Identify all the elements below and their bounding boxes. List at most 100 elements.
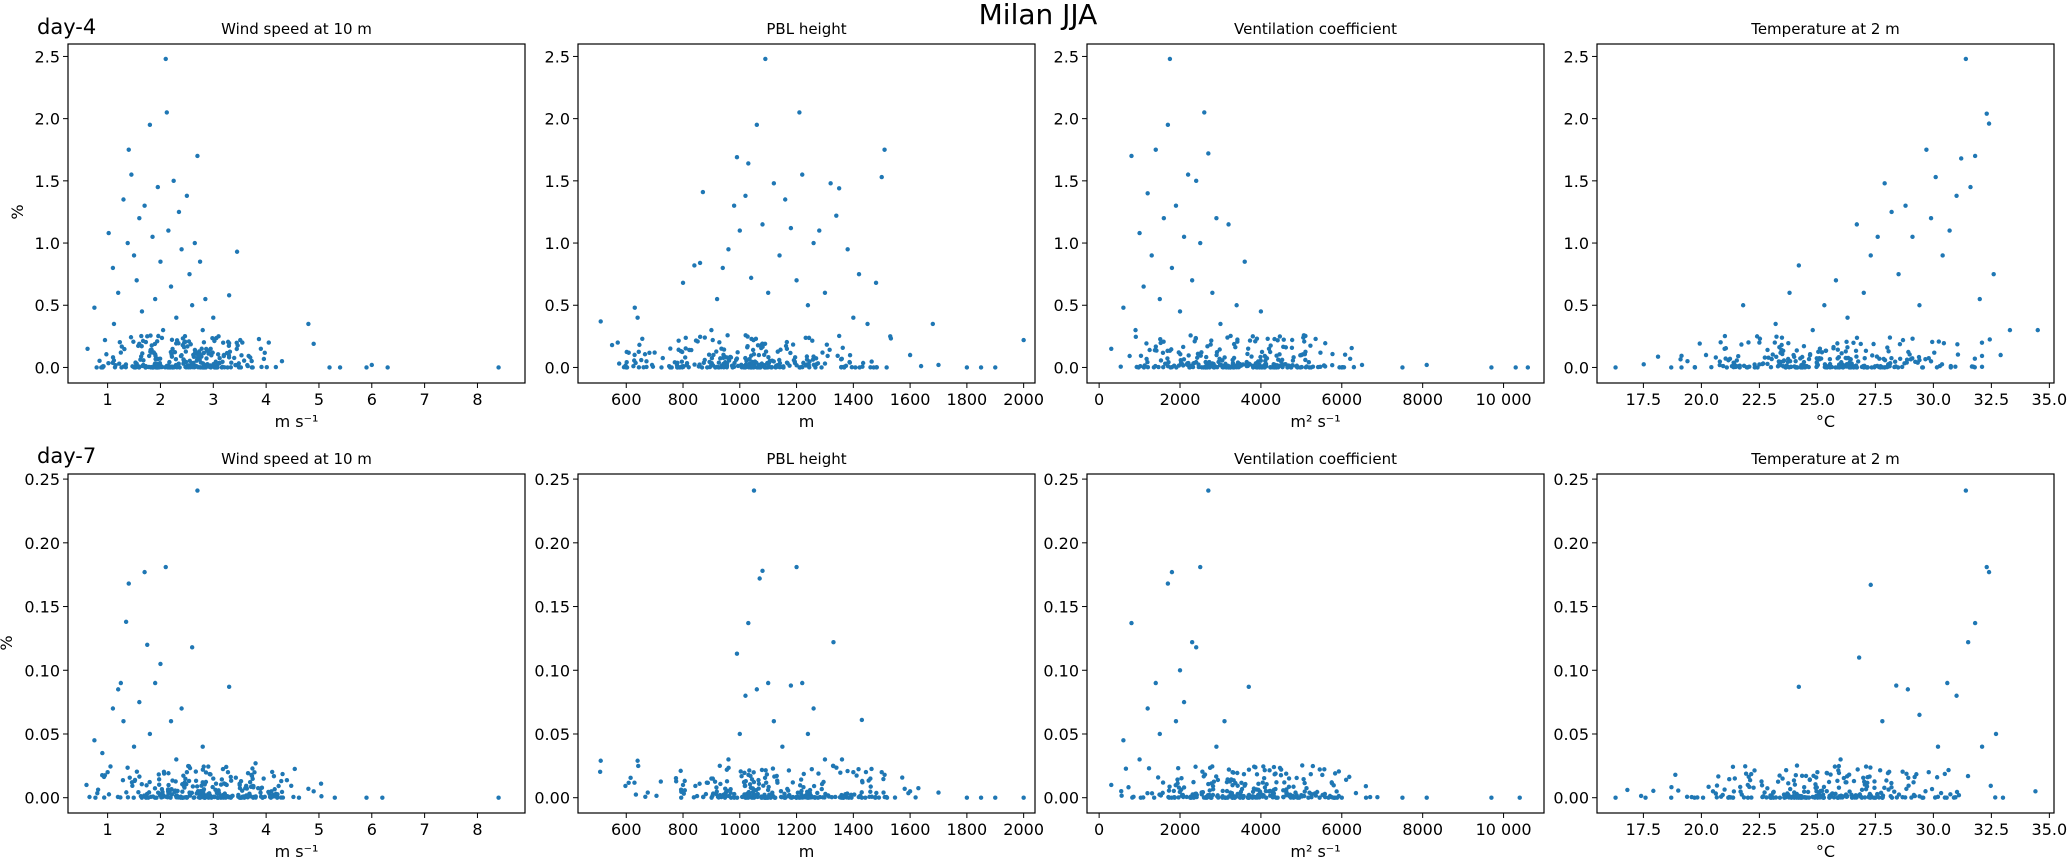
data-point	[1886, 769, 1892, 775]
data-point	[1205, 344, 1210, 349]
data-point	[1172, 795, 1177, 800]
data-point	[859, 717, 865, 723]
data-point	[724, 793, 729, 799]
data-point	[1283, 345, 1289, 350]
x-tick-label: 8	[472, 390, 482, 409]
data-point	[1734, 358, 1739, 363]
data-point	[137, 215, 142, 221]
data-point	[1165, 356, 1170, 361]
data-point	[1191, 779, 1196, 785]
data-point	[687, 347, 692, 353]
y-tick-label: 0.0	[545, 358, 570, 377]
data-point	[1180, 344, 1186, 350]
data-point	[1777, 773, 1782, 778]
data-point	[822, 290, 828, 296]
x-tick-label: 30.0	[1916, 820, 1952, 839]
data-point	[110, 355, 116, 360]
data-point	[1955, 342, 1960, 347]
data-point	[725, 333, 730, 338]
data-point	[756, 786, 761, 791]
data-point	[800, 172, 805, 177]
data-point	[1308, 771, 1313, 777]
data-point	[181, 773, 186, 778]
data-point	[260, 795, 265, 800]
data-point	[1908, 357, 1913, 362]
data-point	[1181, 234, 1187, 240]
data-point	[624, 365, 630, 370]
data-point	[145, 334, 150, 339]
data-point	[1250, 334, 1256, 339]
data-point	[733, 357, 739, 363]
data-point	[159, 787, 165, 792]
data-point	[1281, 794, 1286, 800]
data-point	[616, 361, 622, 366]
data-point	[136, 790, 141, 795]
data-point	[1189, 278, 1195, 283]
data-point	[154, 361, 159, 366]
data-point	[137, 699, 142, 705]
data-point	[1817, 346, 1823, 351]
x-tick-label: 1800	[947, 820, 988, 839]
data-point	[1189, 364, 1194, 369]
x-tick-label: 7	[420, 390, 430, 409]
data-point	[1676, 788, 1681, 793]
data-point	[1222, 355, 1227, 360]
data-point	[1904, 771, 1909, 776]
data-point	[1934, 775, 1940, 780]
x-tick-label: 1200	[776, 820, 817, 839]
data-point	[1215, 794, 1220, 799]
data-point	[763, 768, 768, 773]
data-point	[784, 346, 790, 352]
data-point	[1225, 335, 1230, 340]
data-point	[805, 303, 811, 308]
data-point	[1851, 340, 1856, 345]
data-point	[1613, 365, 1618, 370]
data-point	[496, 795, 501, 800]
data-point	[1911, 780, 1916, 785]
y-tick-label: 0.25	[1043, 470, 1079, 489]
data-point	[726, 247, 731, 252]
data-point	[1726, 358, 1731, 363]
data-point	[892, 795, 898, 800]
data-point	[258, 790, 263, 795]
data-point	[1337, 365, 1342, 370]
data-point	[881, 790, 886, 795]
data-point	[1173, 719, 1179, 724]
data-point	[1738, 784, 1743, 790]
data-point	[1723, 346, 1729, 351]
data-point	[1137, 230, 1142, 236]
data-point	[1776, 359, 1781, 364]
data-point	[259, 364, 264, 370]
data-point	[1264, 356, 1270, 361]
data-point	[711, 352, 716, 358]
dense-points-near-zero	[94, 333, 279, 370]
data-point	[152, 296, 158, 302]
data-point	[1833, 365, 1838, 370]
data-point	[1195, 355, 1200, 360]
data-point	[1823, 348, 1829, 353]
data-point	[151, 365, 156, 370]
y-tick-label: 0.25	[24, 470, 60, 489]
data-point	[1986, 121, 1992, 126]
data-point	[906, 790, 911, 796]
data-point	[152, 680, 158, 686]
data-point	[836, 186, 842, 191]
data-point	[1210, 787, 1216, 792]
data-point	[754, 360, 759, 365]
data-point	[224, 764, 229, 770]
data-point	[228, 365, 234, 370]
y-tick-label: 0.25	[1553, 470, 1589, 489]
data-point	[1841, 775, 1847, 781]
data-point	[210, 784, 215, 790]
data-point	[738, 769, 743, 774]
data-point	[860, 364, 865, 369]
data-point	[822, 361, 828, 366]
data-point	[1214, 744, 1219, 749]
data-point	[652, 350, 657, 355]
panel-title: Wind speed at 10 m	[221, 20, 372, 38]
data-point	[226, 341, 232, 346]
data-point	[1814, 789, 1819, 794]
data-point	[261, 776, 266, 781]
data-point	[1880, 795, 1885, 800]
data-point	[1301, 776, 1306, 782]
